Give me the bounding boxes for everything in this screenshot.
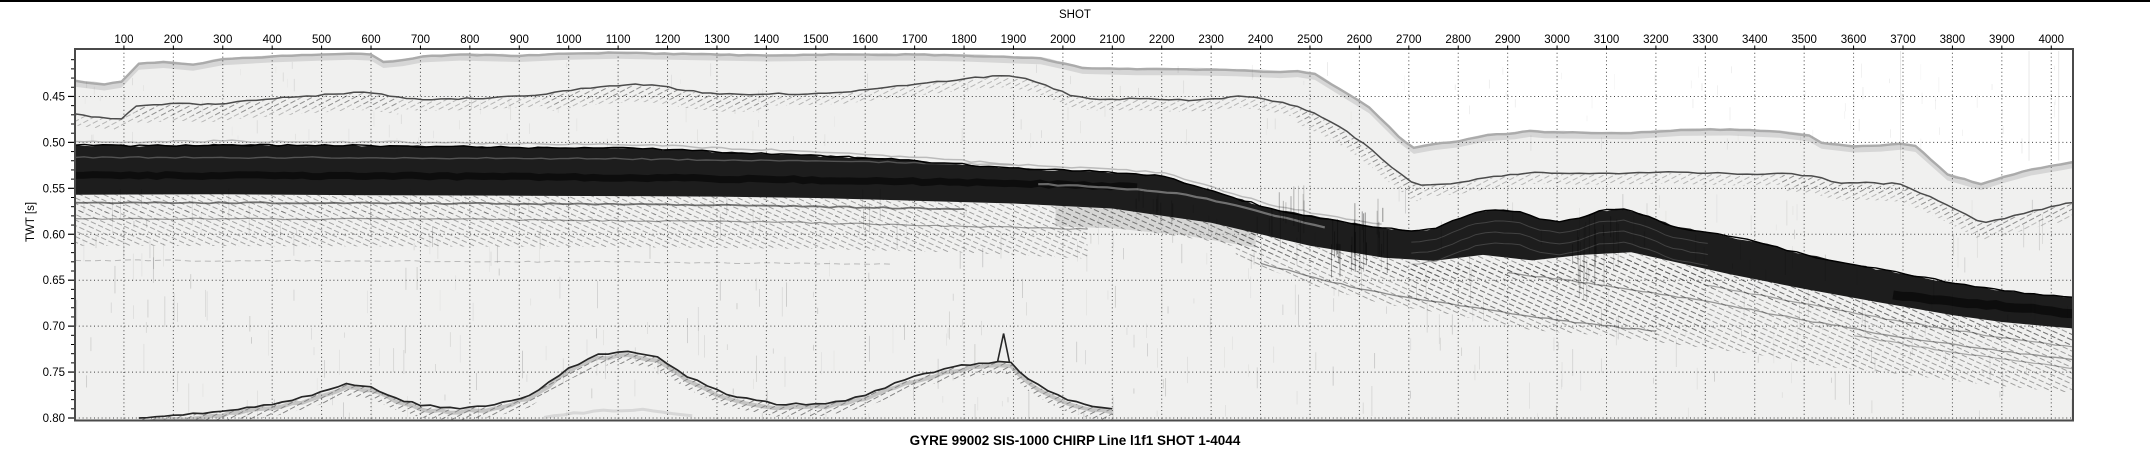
y-tick-label: 0.75 bbox=[43, 367, 65, 379]
x-tick-label: 1600 bbox=[852, 34, 878, 46]
x-tick-label: 2000 bbox=[1050, 34, 1076, 46]
y-tick-label: 0.45 bbox=[43, 91, 65, 103]
deep-reflector bbox=[138, 333, 1113, 421]
x-tick-label: 3400 bbox=[1742, 34, 1768, 46]
x-tick-label: 1400 bbox=[754, 34, 780, 46]
x-axis-title: SHOT bbox=[1059, 9, 1091, 21]
x-tick-label: 2400 bbox=[1248, 34, 1274, 46]
y-axis-title: TWT [s] bbox=[25, 201, 37, 243]
noise-streaks bbox=[76, 51, 2072, 421]
plot-area bbox=[75, 49, 2073, 421]
x-tick-label: 3100 bbox=[1594, 34, 1620, 46]
record-start-curve bbox=[75, 51, 2073, 186]
x-tick-label: 1900 bbox=[1001, 34, 1027, 46]
x-tick-label: 1800 bbox=[951, 34, 977, 46]
x-tick-label: 2300 bbox=[1198, 34, 1224, 46]
x-tick-label: 4000 bbox=[2038, 34, 2064, 46]
x-tick-label: 2500 bbox=[1297, 34, 1323, 46]
x-tick-label: 2900 bbox=[1495, 34, 1521, 46]
x-tick-label: 700 bbox=[411, 34, 430, 46]
x-tick-label: 1700 bbox=[902, 34, 928, 46]
x-tick-label: 1300 bbox=[704, 34, 730, 46]
x-tick-label: 100 bbox=[114, 34, 133, 46]
x-tick-label: 3700 bbox=[1890, 34, 1916, 46]
x-tick-label: 3800 bbox=[1940, 34, 1966, 46]
y-tick-label: 0.70 bbox=[43, 321, 65, 333]
x-tick-label: 1500 bbox=[803, 34, 829, 46]
x-tick-label: 3200 bbox=[1643, 34, 1669, 46]
x-tick-label: 900 bbox=[510, 34, 529, 46]
x-tick-label: 3600 bbox=[1841, 34, 1867, 46]
x-tick-label: 200 bbox=[164, 34, 183, 46]
x-tick-label: 1200 bbox=[655, 34, 681, 46]
x-tick-label: 800 bbox=[460, 34, 479, 46]
axes: 100 200 300 400 500 600 700 800 900 1000 1100 1200 1… bbox=[43, 34, 2074, 425]
x-tick-label: 3500 bbox=[1791, 34, 1817, 46]
x-tick-label: 300 bbox=[213, 34, 232, 46]
top-border-rule bbox=[0, 0, 2150, 2]
x-tick-label: 2800 bbox=[1445, 34, 1471, 46]
x-tick-label: 400 bbox=[263, 34, 282, 46]
x-tick-label: 3300 bbox=[1693, 34, 1719, 46]
y-tick-label: 0.65 bbox=[43, 275, 65, 287]
x-tick-label: 3900 bbox=[1989, 34, 2015, 46]
x-tick-label: 1000 bbox=[556, 34, 582, 46]
y-tick-label: 0.50 bbox=[43, 137, 65, 149]
y-tick-label: 0.60 bbox=[43, 229, 65, 241]
plot-border bbox=[74, 48, 2074, 422]
water-column-white bbox=[75, 49, 2073, 185]
sub-bottom-reflector bbox=[75, 75, 2073, 224]
x-tick-label: 2200 bbox=[1149, 34, 1175, 46]
x-tick-label: 2100 bbox=[1100, 34, 1126, 46]
x-tick-label: 1100 bbox=[606, 34, 631, 46]
x-tick-label: 3000 bbox=[1544, 34, 1570, 46]
figure-title: GYRE 99002 SIS-1000 CHIRP Line l1f1 SHOT… bbox=[909, 433, 1241, 448]
seafloor-reflector-band bbox=[75, 139, 2073, 347]
x-tick-label: 600 bbox=[361, 34, 380, 46]
y-tick-label: 0.80 bbox=[43, 413, 65, 425]
x-tick-label: 2600 bbox=[1347, 34, 1373, 46]
y-tick-label: 0.55 bbox=[43, 183, 65, 195]
x-tick-label: 500 bbox=[312, 34, 331, 46]
x-tick-label: 2700 bbox=[1396, 34, 1422, 46]
